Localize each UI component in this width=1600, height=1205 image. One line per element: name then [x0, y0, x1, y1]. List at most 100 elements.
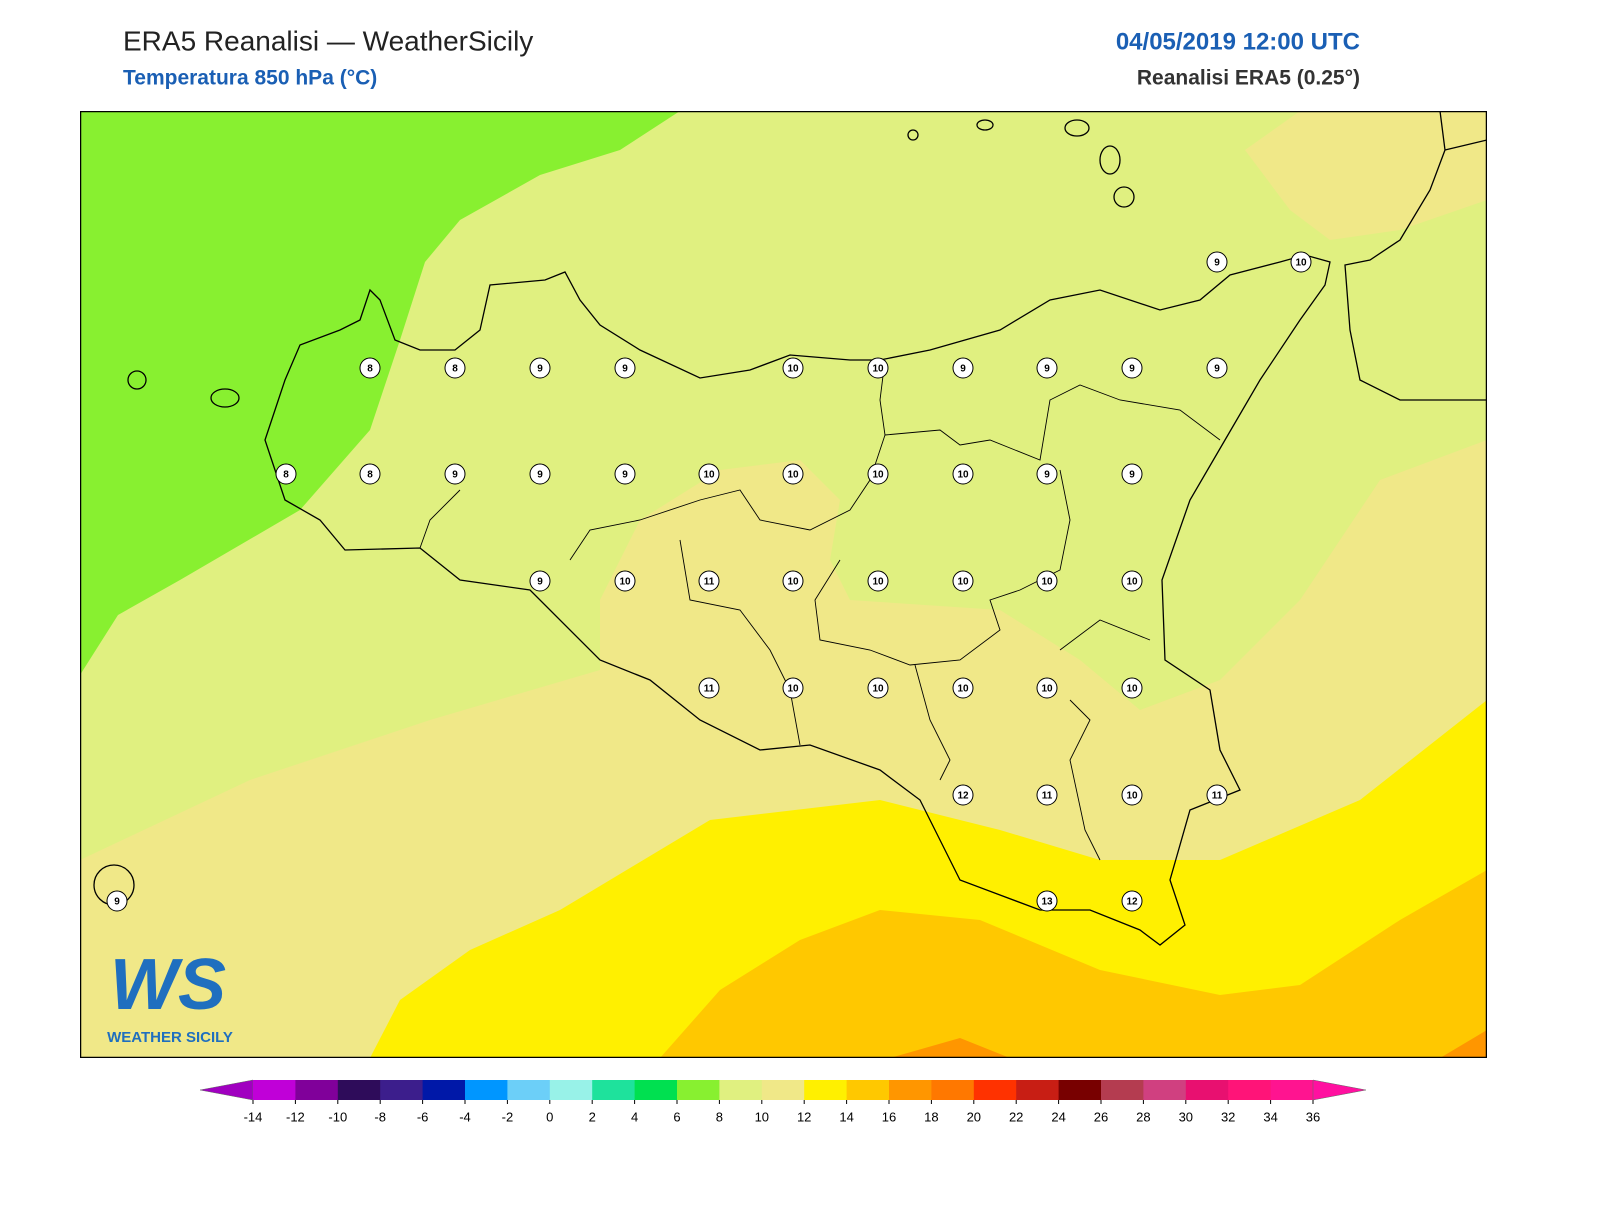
island — [127, 370, 147, 390]
station-value: 9 — [114, 897, 120, 908]
station-marker — [1121, 570, 1143, 592]
station-value: 8 — [452, 364, 458, 375]
colorbar-box — [677, 1080, 720, 1100]
station-value: 9 — [452, 470, 458, 481]
colorbar-box — [804, 1080, 848, 1100]
station-marker — [782, 570, 804, 592]
station-value: 10 — [872, 364, 884, 375]
station-value: 9 — [1044, 364, 1050, 375]
field-6-8 — [80, 111, 680, 675]
colorbar-box — [761, 1080, 805, 1100]
station-marker — [359, 463, 381, 485]
station-value: 10 — [1295, 258, 1307, 269]
station-marker — [106, 890, 128, 912]
station-value: 10 — [957, 684, 969, 695]
colorbar: -14 -12 -10 -8 -6 -4 -2 0 2 4 6 8 10 12 14 16 18 20 22 24 26… — [199, 1079, 1367, 1124]
station-marker — [952, 357, 974, 379]
logo-mark: WS — [110, 945, 226, 1025]
stations: 9 10 8 8 9 9 10 10 9 9 9 9 8 8 9 9 9 10 10 10 10 9 9 9 10 11 10 10 1… — [106, 251, 1312, 912]
field-16-18 — [1440, 1030, 1487, 1058]
station-marker — [782, 677, 804, 699]
logo: WS WEATHER SICILY — [107, 945, 233, 1046]
station-value: 10 — [787, 684, 799, 695]
station-value: 10 — [1126, 684, 1138, 695]
station-marker — [1036, 890, 1058, 912]
station-marker — [529, 463, 551, 485]
station-value: 9 — [1214, 364, 1220, 375]
station-value: 10 — [1041, 684, 1053, 695]
colorbar-tick-label: 34 — [1263, 1109, 1277, 1124]
station-value: 10 — [703, 470, 715, 481]
field-12-14 — [370, 700, 1487, 1058]
island — [907, 129, 919, 141]
colorbar-box — [549, 1080, 593, 1100]
station-value: 9 — [1214, 258, 1220, 269]
station-marker — [867, 677, 889, 699]
station-value: 10 — [1041, 577, 1053, 588]
station-value: 9 — [1129, 470, 1135, 481]
station-marker — [867, 463, 889, 485]
map: 9 10 8 8 9 9 10 10 9 9 9 9 8 8 9 9 9 10 10 10 10 9 9 9 10 11 10 10 1… — [80, 111, 1487, 1058]
station-value: 12 — [957, 791, 969, 802]
station-marker — [952, 463, 974, 485]
island — [976, 119, 994, 131]
station-value: 10 — [787, 364, 799, 375]
station-marker — [952, 570, 974, 592]
colorbar-box — [592, 1080, 636, 1100]
colorbar-tick-label: 26 — [1094, 1109, 1108, 1124]
sicily-coast — [264, 254, 1331, 946]
station-value: 11 — [1212, 791, 1223, 802]
station-value: 8 — [367, 470, 373, 481]
province-borders — [419, 359, 1221, 861]
colorbar-tick-label: 12 — [797, 1109, 811, 1124]
colorbar-tick-label: 2 — [589, 1109, 596, 1124]
colorbar-tick-label: 20 — [967, 1109, 981, 1124]
title: ERA5 Reanalisi — WeatherSicily — [123, 25, 533, 56]
colorbar-tick-label: 4 — [631, 1109, 638, 1124]
colorbar-tick-label: 24 — [1051, 1109, 1065, 1124]
station-marker — [1121, 784, 1143, 806]
station-marker — [782, 357, 804, 379]
field-14-16 — [660, 870, 1487, 1058]
station-value: 9 — [537, 577, 543, 588]
island — [1113, 186, 1135, 208]
colorbar-tick-label: 8 — [716, 1109, 723, 1124]
colorbar-tick-label: 28 — [1136, 1109, 1150, 1124]
station-marker — [359, 357, 381, 379]
station-marker — [1206, 784, 1228, 806]
station-value: 10 — [872, 684, 884, 695]
colorbar-box — [422, 1080, 466, 1100]
station-marker — [614, 463, 636, 485]
colorbar-box — [931, 1080, 975, 1100]
colorbar-tick-label: 30 — [1179, 1109, 1193, 1124]
station-marker — [1121, 677, 1143, 699]
colorbar-tick-label: -6 — [417, 1109, 429, 1124]
colorbar-tick-label: 0 — [546, 1109, 553, 1124]
station-marker — [1036, 357, 1058, 379]
colorbar-box — [1270, 1080, 1314, 1100]
colorbar-box — [507, 1080, 551, 1100]
island — [1064, 119, 1090, 137]
station-marker — [698, 570, 720, 592]
station-marker — [1036, 463, 1058, 485]
station-marker — [444, 357, 466, 379]
island — [210, 388, 240, 408]
station-value: 9 — [960, 364, 966, 375]
subtitle: Temperatura 850 hPa (°C) — [123, 67, 377, 90]
field-16-18 — [890, 1038, 1010, 1058]
colorbar-tick-label: 14 — [839, 1109, 853, 1124]
colorbar-tick-label: -4 — [459, 1109, 471, 1124]
station-marker — [867, 357, 889, 379]
colorbar-tick-label: -14 — [244, 1109, 263, 1124]
station-value: 10 — [787, 470, 799, 481]
station-value: 8 — [283, 470, 289, 481]
colorbar-tick-label: -10 — [328, 1109, 347, 1124]
station-value: 9 — [622, 470, 628, 481]
station-value: 9 — [1044, 470, 1050, 481]
colorbar-tick-label: 16 — [882, 1109, 896, 1124]
colorbar-box — [719, 1080, 763, 1100]
station-value: 10 — [872, 470, 884, 481]
station-marker — [698, 677, 720, 699]
station-value: 11 — [1042, 791, 1053, 802]
